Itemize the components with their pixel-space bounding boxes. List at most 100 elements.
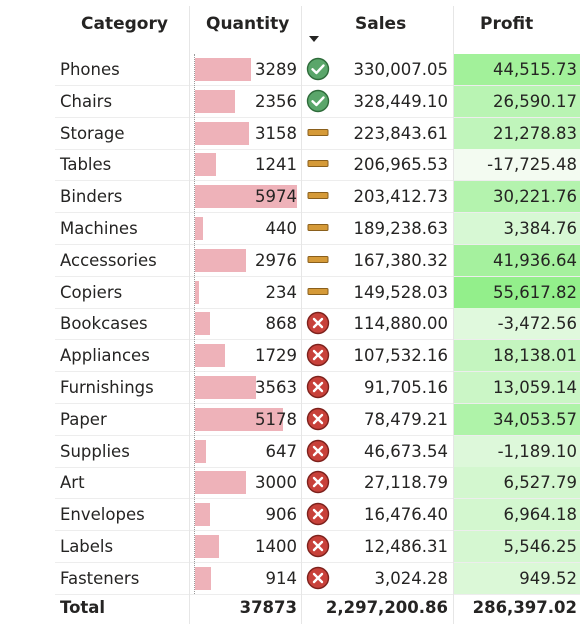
row-divider xyxy=(55,339,580,341)
table-row[interactable]: Chairs 2356 328,449.10 26,590.17 xyxy=(55,85,580,117)
table-row[interactable]: Bookcases 868 114,880.00 -3,472.56 xyxy=(55,308,580,340)
quantity-cell: 906 xyxy=(265,505,298,525)
profit-heat-background xyxy=(454,213,580,244)
sales-cell: 46,673.54 xyxy=(364,441,448,461)
quantity-cell: 1729 xyxy=(255,346,297,366)
profit-heat-background xyxy=(454,403,580,435)
total-quantity: 37873 xyxy=(239,598,297,617)
total-label: Total xyxy=(60,598,106,617)
category-cell: Labels xyxy=(60,537,114,556)
header-profit[interactable]: Profit xyxy=(480,14,534,34)
x-circle-icon xyxy=(306,439,330,467)
quantity-bar xyxy=(195,407,284,431)
quantity-bar xyxy=(195,153,217,177)
sales-cell: 203,412.73 xyxy=(353,187,448,207)
quantity-bar xyxy=(195,280,199,304)
table-row[interactable]: Supplies 647 46,673.54 -1,189.10 xyxy=(55,435,580,467)
table-row[interactable]: Furnishings 3563 91,705.16 13,059.14 xyxy=(55,372,580,403)
sales-cell: 189,238.63 xyxy=(353,219,448,238)
quantity-bar xyxy=(195,535,219,558)
profit-cell: 5,546.25 xyxy=(503,537,577,556)
row-divider xyxy=(55,244,580,245)
quantity-bar xyxy=(195,217,203,240)
sales-cell: 3,024.28 xyxy=(374,568,448,588)
quantity-cell: 440 xyxy=(265,219,298,238)
profit-cell: 55,617.82 xyxy=(493,282,577,302)
profit-heat-background xyxy=(454,181,580,213)
sales-cell: 78,479.21 xyxy=(364,409,448,429)
sort-descending-icon[interactable] xyxy=(309,36,319,42)
quantity-bar xyxy=(195,89,236,113)
dash-bar-icon xyxy=(306,121,330,149)
profit-cell: 34,053.57 xyxy=(493,409,577,429)
column-divider xyxy=(453,6,454,624)
sales-cell: 107,532.16 xyxy=(353,346,448,366)
table-row[interactable]: Tables 1241 206,965.53 -17,725.48 xyxy=(55,149,580,181)
row-divider xyxy=(55,116,580,118)
quantity-bar xyxy=(195,185,297,209)
row-divider xyxy=(55,403,580,404)
header-sales[interactable]: Sales xyxy=(355,14,407,34)
row-divider xyxy=(55,212,580,214)
profit-cell: 6,964.18 xyxy=(503,505,577,525)
profit-heat-background xyxy=(454,467,580,499)
table-row[interactable]: Phones 3289 330,007.05 44,515.73 xyxy=(55,54,580,85)
table-row[interactable]: Accessories 2976 167,380.32 41,936.64 xyxy=(55,244,580,276)
quantity-bar xyxy=(195,248,246,272)
x-circle-icon xyxy=(306,311,330,339)
category-cell: Paper xyxy=(60,409,107,429)
category-cell: Tables xyxy=(60,155,112,175)
quantity-bar xyxy=(195,376,256,399)
table-row[interactable]: Labels 1400 12,486.31 5,546.25 xyxy=(55,531,580,562)
x-circle-icon xyxy=(306,534,330,562)
category-cell: Chairs xyxy=(60,91,113,111)
total-profit: 286,397.02 xyxy=(472,598,577,617)
table-row[interactable]: Fasteners 914 3,024.28 949.52 xyxy=(55,562,580,594)
row-divider xyxy=(55,307,580,309)
profit-cell: -17,725.48 xyxy=(487,155,577,175)
table-row[interactable]: Envelopes 906 16,476.40 6,964.18 xyxy=(55,499,580,531)
profit-cell: 6,527.79 xyxy=(503,473,577,493)
sales-cell: 206,965.53 xyxy=(353,155,448,175)
profit-heat-background xyxy=(454,149,580,181)
table-row[interactable]: Binders 5974 203,412.73 30,221.76 xyxy=(55,181,580,213)
category-cell: Phones xyxy=(60,60,120,79)
row-divider xyxy=(55,466,580,468)
quantity-cell: 2976 xyxy=(255,250,297,270)
quantity-cell: 3158 xyxy=(255,123,297,143)
profit-heat-background xyxy=(454,372,580,403)
check-circle-icon xyxy=(306,89,330,117)
header-category[interactable]: Category xyxy=(81,14,168,34)
table-row[interactable]: Copiers 234 149,528.03 55,617.82 xyxy=(55,276,580,308)
sales-cell: 114,880.00 xyxy=(353,314,448,334)
dash-bar-icon xyxy=(306,152,330,180)
table-row[interactable]: Art 3000 27,118.79 6,527.79 xyxy=(55,467,580,499)
category-cell: Bookcases xyxy=(60,314,148,334)
profit-cell: 21,278.83 xyxy=(493,123,577,143)
x-circle-icon xyxy=(306,502,330,530)
category-cell: Accessories xyxy=(60,250,157,270)
sales-cell: 328,449.10 xyxy=(353,91,448,111)
row-divider xyxy=(55,85,580,86)
quantity-bar xyxy=(195,503,211,527)
sales-cell: 12,486.31 xyxy=(364,537,448,556)
table-row[interactable]: Machines 440 189,238.63 3,384.76 xyxy=(55,213,580,244)
x-circle-icon xyxy=(306,375,330,403)
sales-cell: 27,118.79 xyxy=(364,473,448,493)
profit-heat-background xyxy=(454,499,580,531)
quantity-cell: 3563 xyxy=(255,378,297,397)
table-row[interactable]: Paper 5178 78,479.21 34,053.57 xyxy=(55,403,580,435)
total-sales: 2,297,200.86 xyxy=(325,598,448,617)
profit-heat-background xyxy=(454,276,580,308)
quantity-cell: 3289 xyxy=(255,60,297,79)
quantity-bar xyxy=(195,58,252,81)
quantity-bar xyxy=(195,471,247,495)
header-quantity[interactable]: Quantity xyxy=(206,14,290,34)
quantity-cell: 914 xyxy=(265,568,298,588)
table-row[interactable]: Appliances 1729 107,532.16 18,138.01 xyxy=(55,340,580,372)
quantity-bar xyxy=(195,439,207,463)
table-row[interactable]: Storage 3158 223,843.61 21,278.83 xyxy=(55,117,580,149)
category-cell: Art xyxy=(60,473,85,493)
profit-cell: -3,472.56 xyxy=(497,314,577,334)
